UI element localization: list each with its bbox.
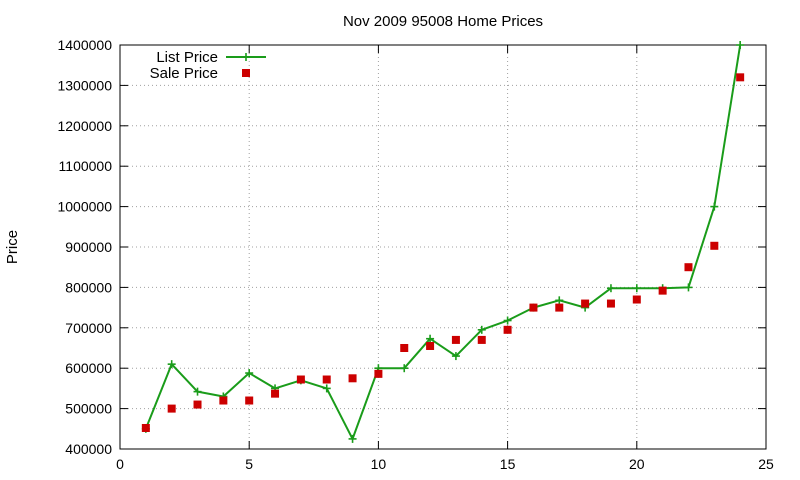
list-price-point: [632, 284, 641, 293]
list-price-point: [245, 369, 254, 378]
y-tick-label: 1100000: [59, 158, 113, 174]
list-price-line: [144, 44, 742, 440]
legend-plus-marker: [242, 53, 250, 61]
sale-price-point: [710, 241, 719, 250]
y-tick-label: 400000: [65, 441, 112, 457]
x-tick-label: 5: [245, 456, 253, 472]
sale-price-point: [374, 369, 383, 378]
sale-price-point: [322, 375, 331, 384]
y-tick-label: 700000: [65, 320, 112, 336]
grid: [120, 45, 766, 449]
sale-price-point: [503, 325, 512, 334]
sale-price-point: [193, 400, 202, 409]
list-price-point: [555, 296, 564, 305]
y-tick-label: 1300000: [57, 77, 112, 93]
x-tick-label: 15: [500, 456, 516, 472]
y-tick-label: 500000: [65, 401, 112, 417]
list-price-point: [684, 283, 693, 292]
legend-label: Sale Price: [150, 65, 218, 82]
list-price-point: [736, 41, 745, 49]
list-price-point: [348, 434, 357, 443]
y-tick-label: 600000: [65, 360, 112, 376]
list-price-point: [426, 334, 435, 343]
list-price-point: [503, 316, 512, 325]
sale-price-point: [426, 341, 435, 350]
series-layer: [141, 41, 745, 443]
x-tick-label: 20: [629, 456, 645, 472]
sale-price-point: [400, 344, 409, 352]
sale-price-point: [245, 396, 254, 405]
sale-price-point: [529, 303, 538, 312]
sale-price-point: [167, 404, 176, 413]
list-price-point: [322, 384, 331, 393]
sale-price-point: [348, 374, 357, 383]
legend-label: List Price: [156, 49, 218, 66]
y-tick-label: 1000000: [57, 199, 112, 215]
y-tick-label: 800000: [65, 279, 112, 295]
legend-square-marker: [242, 69, 250, 77]
sale-price-point: [658, 286, 667, 295]
series-list-price: [141, 41, 745, 443]
sale-price-point: [684, 263, 693, 272]
sale-price-point: [271, 389, 280, 398]
x-tick-label: 25: [758, 456, 774, 472]
y-tick-label: 900000: [65, 239, 112, 255]
list-price-point: [477, 325, 486, 334]
sale-price-point: [581, 299, 590, 308]
sale-price-point: [632, 295, 641, 304]
sale-price-point: [141, 423, 150, 432]
sale-price-point: [451, 335, 460, 344]
sale-price-point: [736, 73, 745, 82]
y-tick-label: 1200000: [57, 118, 112, 134]
sale-price-point: [477, 335, 486, 344]
list-price-point: [451, 352, 460, 361]
sale-price-point: [296, 375, 305, 384]
sale-price-point: [606, 299, 615, 308]
list-price-point: [167, 360, 176, 369]
sale-price-point: [555, 303, 564, 312]
list-price-point: [606, 284, 615, 293]
x-tick-label: 0: [116, 456, 124, 472]
series-sale-price: [141, 73, 745, 432]
ticks: 400000 500000 600000 700000 800000 900000 1000…: [57, 37, 774, 472]
list-price-point: [710, 202, 719, 211]
chart-title: Nov 2009 95008 Home Prices: [343, 13, 543, 30]
sale-price-point: [219, 396, 228, 405]
x-tick-label: 10: [371, 456, 387, 472]
y-tick-label: 1400000: [57, 37, 112, 53]
list-price-point: [400, 364, 409, 373]
list-price-point: [193, 387, 202, 396]
y-axis-label: Price: [4, 230, 21, 264]
